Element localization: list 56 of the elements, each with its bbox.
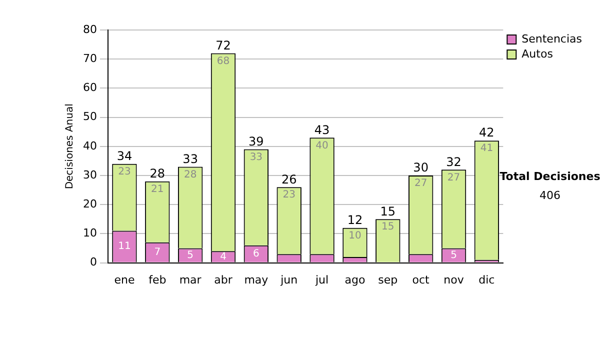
y-tick-label: 30 xyxy=(82,168,97,182)
y-tick-label: 80 xyxy=(82,22,97,36)
total-label: 43 xyxy=(314,122,330,137)
y-tick-label: 50 xyxy=(82,110,97,124)
annotation: Total Decisiones xyxy=(500,170,600,183)
data-label: 27 xyxy=(414,178,428,190)
x-tick-label: feb xyxy=(148,273,166,286)
text: 406 xyxy=(540,188,560,202)
total-label: 30 xyxy=(413,160,428,175)
total-label: 28 xyxy=(150,166,166,180)
data-label: 11 xyxy=(118,241,131,252)
total-label: 34 xyxy=(116,148,132,163)
x-tick-label: ago xyxy=(344,273,366,286)
total-label: 15 xyxy=(380,204,396,218)
legend-label: Autos xyxy=(522,47,554,60)
total-label: 39 xyxy=(248,134,264,148)
data-label: 33 xyxy=(250,152,263,163)
data-label: 5 xyxy=(187,250,194,261)
x-tick-label: abr xyxy=(214,273,233,286)
y-tick-label: 40 xyxy=(82,139,97,152)
legend-label: Sentencias xyxy=(522,32,582,46)
y-axis-title: Decisiones Anual xyxy=(64,104,76,190)
data-label: 4 xyxy=(220,251,226,262)
data-label: 15 xyxy=(382,222,394,233)
data-label: 27 xyxy=(447,172,460,184)
total-label: 26 xyxy=(281,172,297,186)
x-tick-label: oct xyxy=(412,273,430,286)
data-label: 10 xyxy=(348,230,362,242)
x-tick-label: ene xyxy=(114,273,135,286)
x-tick-label: jul xyxy=(314,273,329,286)
data-label: 21 xyxy=(151,184,164,195)
data-label: 7 xyxy=(154,246,161,258)
y-tick-label: 70 xyxy=(82,52,97,65)
data-label: 40 xyxy=(316,140,328,152)
y-tick-label: 20 xyxy=(82,197,97,210)
total-label: 72 xyxy=(216,38,231,52)
data-label: 68 xyxy=(216,56,230,67)
x-tick-label: mar xyxy=(179,273,202,286)
data-label: 23 xyxy=(118,166,131,178)
x-tick-label: nov xyxy=(444,273,464,286)
y-tick-label: 0 xyxy=(90,256,97,269)
data-label: 23 xyxy=(282,190,296,201)
data-label: 5 xyxy=(450,250,457,261)
data-label: 28 xyxy=(184,169,197,180)
total-label: 12 xyxy=(347,213,363,228)
y-tick-label: 60 xyxy=(82,81,97,94)
y-tick-label: 10 xyxy=(82,226,97,240)
data-label: 6 xyxy=(252,248,260,260)
x-tick-label: sep xyxy=(378,273,398,286)
data-label: 41 xyxy=(480,143,494,154)
x-tick-label: jun xyxy=(280,273,298,286)
x-tick-label: dic xyxy=(478,273,495,286)
x-tick-label: may xyxy=(244,273,269,286)
total-label: 33 xyxy=(182,152,198,166)
total-label: 32 xyxy=(446,154,462,169)
total-label: 42 xyxy=(479,126,494,140)
